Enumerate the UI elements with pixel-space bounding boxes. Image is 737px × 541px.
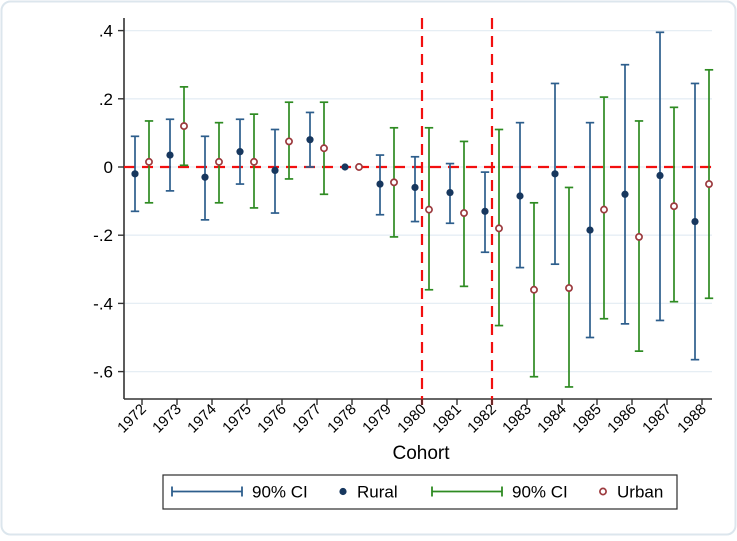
legend-marker-rural-icon	[339, 487, 347, 496]
marker-urban-1983	[530, 285, 538, 294]
marker-rural-1984	[551, 170, 559, 178]
marker-urban-1982	[495, 224, 503, 233]
marker-urban-1976	[285, 137, 293, 146]
y-tick-label: -.4	[93, 294, 113, 313]
y-axis-ticks: .4 .2 0 -.2 -.4 -.6	[93, 22, 124, 382]
marker-urban-1981	[460, 209, 468, 217]
marker-rural-1980	[411, 183, 419, 192]
y-tick-label: -.6	[93, 363, 113, 382]
marker-urban-1978	[355, 163, 363, 171]
marker-rural-1977	[306, 136, 314, 144]
marker-urban-1988	[705, 180, 713, 188]
legend-label-ci-urban: 90% CI	[512, 483, 568, 502]
marker-urban-1986	[635, 232, 643, 241]
legend-label-urban: Urban	[617, 483, 663, 502]
marker-urban-1974	[215, 157, 223, 166]
marker-urban-1975	[250, 157, 258, 166]
legend-marker-urban-icon	[599, 487, 607, 496]
marker-urban-1985	[600, 205, 608, 214]
marker-urban-1979	[390, 178, 398, 187]
marker-rural-1976	[271, 166, 279, 175]
legend-ci-sample-rural	[171, 486, 243, 497]
axes	[123, 18, 712, 400]
marker-rural-1988	[691, 217, 699, 226]
marker-rural-1972	[131, 170, 139, 178]
marker-urban-1972	[145, 157, 153, 166]
marker-urban-1977	[320, 144, 328, 153]
y-tick-label: .2	[99, 90, 113, 109]
legend-label-ci-rural: 90% CI	[252, 483, 308, 502]
marker-rural-1986	[621, 190, 629, 198]
legend: 90% CI Rural 90% CI Urban	[162, 474, 678, 510]
legend-ci-sample-urban	[431, 486, 503, 497]
marker-rural-1987	[656, 171, 664, 180]
marker-urban-1980	[425, 205, 433, 214]
marker-urban-1987	[670, 202, 678, 211]
reference-lines	[124, 18, 712, 405]
data-series	[130, 31, 714, 388]
legend-box	[162, 474, 678, 510]
y-tick-label: .4	[99, 22, 113, 41]
marker-rural-1982	[481, 207, 489, 215]
marker-rural-1978	[341, 163, 349, 171]
marker-rural-1973	[166, 151, 174, 159]
marker-rural-1975	[236, 148, 244, 156]
marker-urban-1984	[565, 284, 573, 293]
marker-rural-1981	[446, 188, 454, 197]
marker-rural-1974	[201, 173, 209, 181]
marker-urban-1973	[180, 122, 188, 131]
marker-rural-1985	[586, 226, 594, 234]
y-tick-label: 0	[104, 158, 113, 177]
y-tick-label: -.2	[93, 226, 113, 245]
legend-label-rural: Rural	[357, 483, 398, 502]
marker-rural-1979	[376, 180, 384, 188]
marker-rural-1983	[516, 192, 524, 200]
x-axis-title: Cohort	[392, 443, 450, 464]
